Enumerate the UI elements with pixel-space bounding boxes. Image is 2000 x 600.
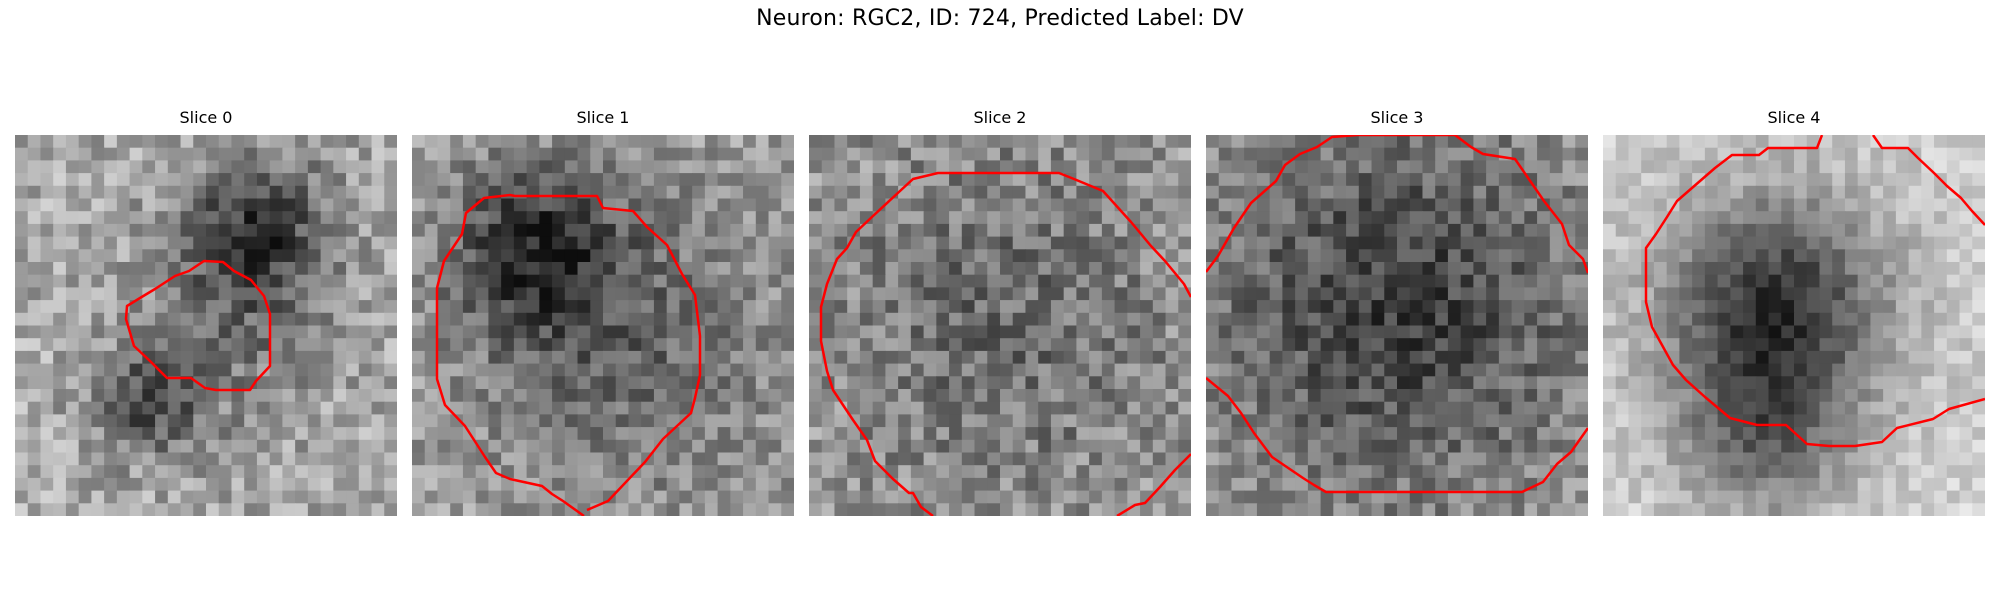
slice-3-pixel-grid xyxy=(1206,135,1588,516)
figure-title: Neuron: RGC2, ID: 724, Predicted Label: … xyxy=(756,6,1244,31)
slice-1-pixel-grid xyxy=(412,135,794,516)
slice-3-image xyxy=(1206,135,1588,516)
slice-4-contour xyxy=(1644,135,1985,448)
slice-2-pixel-grid xyxy=(809,135,1191,516)
slice-2-contour-lower xyxy=(1116,453,1191,516)
slice-1-image xyxy=(412,135,794,516)
slice-2-title: Slice 2 xyxy=(973,108,1027,127)
slice-4-title: Slice 4 xyxy=(1767,108,1821,127)
slice-4-image xyxy=(1603,135,1985,516)
slice-3-contour-upper xyxy=(1206,135,1588,274)
slice-3-contour-lower xyxy=(1206,377,1588,494)
slice-2-contour xyxy=(819,171,1191,516)
slice-0-pixel-grid xyxy=(15,135,397,516)
slice-2-image xyxy=(809,135,1191,516)
slice-3-title: Slice 3 xyxy=(1370,108,1424,127)
slice-0-title: Slice 0 xyxy=(179,108,233,127)
slice-0-image xyxy=(15,135,397,516)
slice-0-contour xyxy=(124,259,272,392)
slice-1-title: Slice 1 xyxy=(576,108,630,127)
slice-1-contour xyxy=(435,193,702,516)
slice-4-pixel-grid xyxy=(1603,135,1985,516)
slice-4-contour-top-right xyxy=(1871,135,1985,226)
